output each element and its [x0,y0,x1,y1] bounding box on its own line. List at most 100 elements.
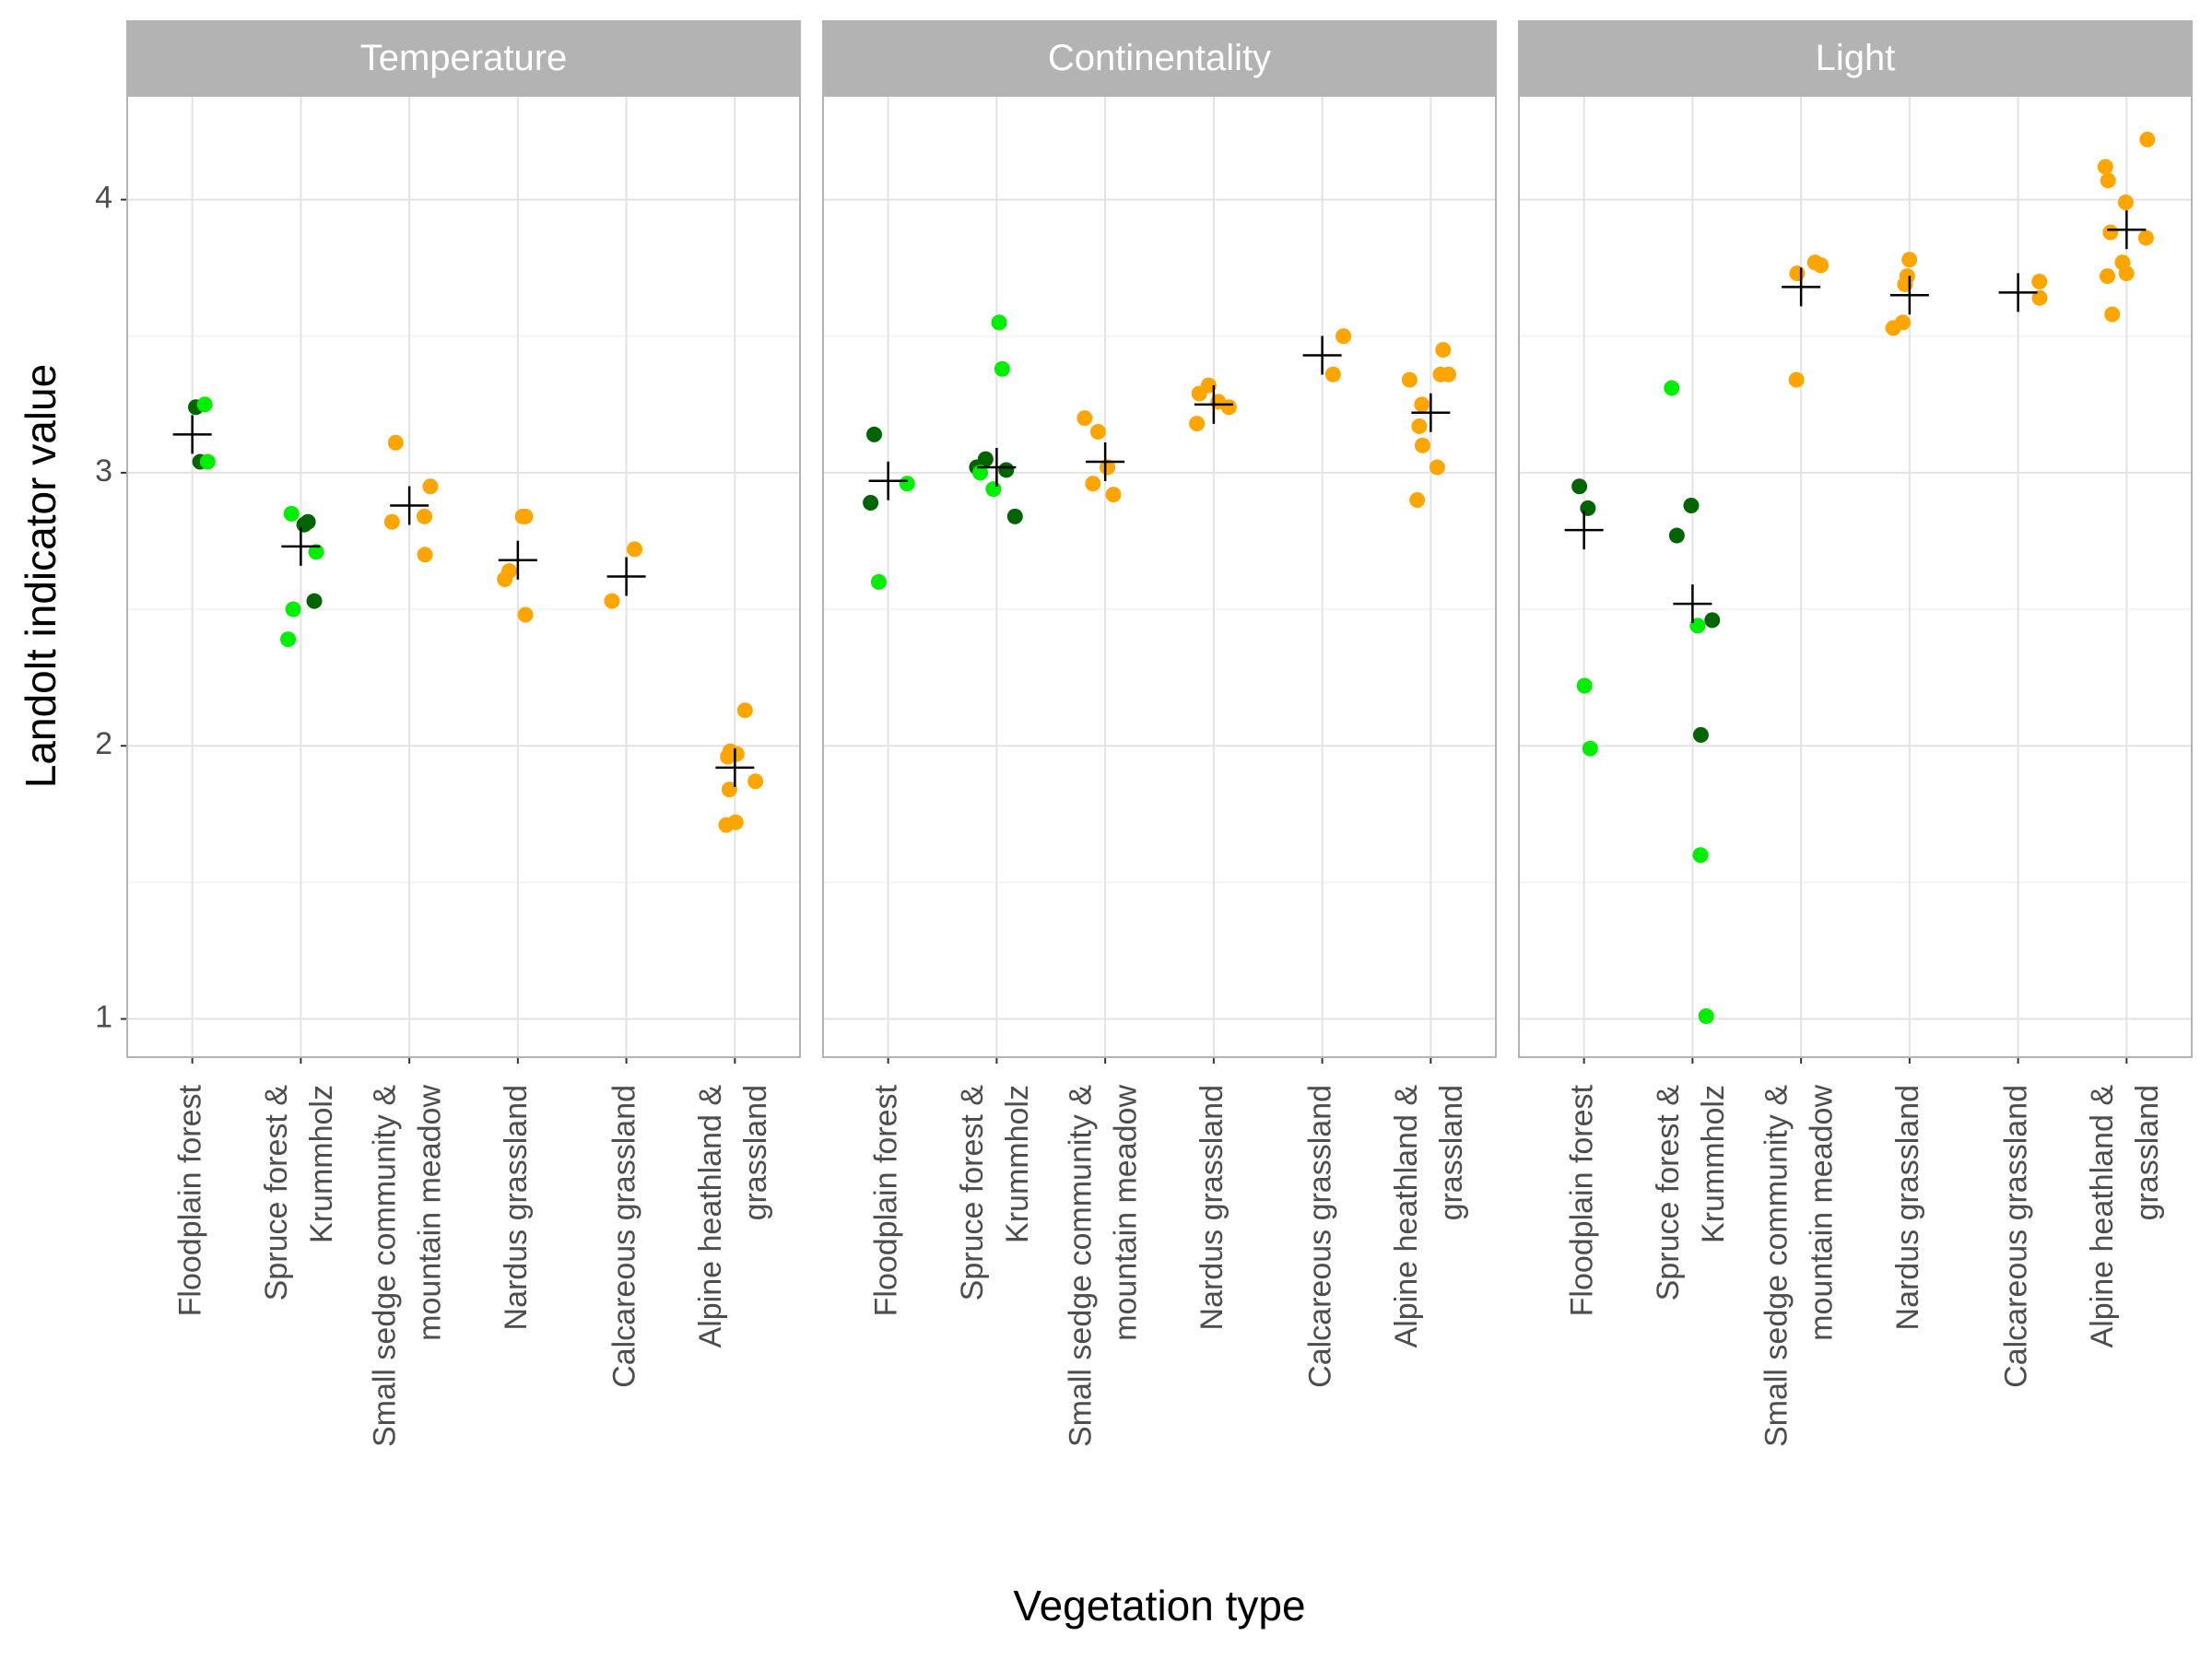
mean-cross [715,747,755,787]
point [2102,224,2119,241]
x-tick-label: Alpine heathland & grassland [2085,1085,2165,1348]
point [1105,487,1122,503]
point [1689,618,1706,634]
y-tick-label: 4 [95,181,112,216]
point [1704,612,1721,629]
mean-cross [498,540,537,580]
x-tick-label-line: mountain meadow [1109,1085,1144,1341]
point [1189,416,1206,432]
mean-cross [977,447,1017,487]
mean-cross [390,486,429,525]
point [2031,273,2048,289]
mean-cross [172,415,212,454]
x-tick-label: Floodplain forest [869,1084,904,1316]
panel-background [1519,96,2192,1057]
point [2100,268,2116,285]
mean-cross [868,461,908,500]
point [1429,459,1445,476]
point [866,426,883,442]
point [422,478,439,495]
point [1335,328,1352,345]
mean-cross [1086,442,1125,482]
point [604,593,620,609]
y-tick-label: 3 [95,453,112,488]
point [1571,478,1588,495]
x-tick-label-line: grassland [1434,1085,1469,1220]
x-tick-label: Spruce forest & Krummholz [259,1085,339,1301]
mean-cross [606,557,646,596]
point [280,631,297,648]
point [2137,229,2154,246]
point [2100,172,2116,189]
panel-background [127,96,800,1057]
x-tick-label: Calcareous grassland [1303,1085,1338,1388]
point [387,434,404,451]
facet-panel: Temperature Floodplain forest Spruce fores… [126,20,801,1447]
point [285,601,301,618]
point [1220,399,1237,416]
x-tick-label: Calcareous grassland [1999,1085,2034,1388]
point [1414,437,1430,453]
point [517,508,534,524]
point [1668,527,1685,544]
point [517,606,534,623]
x-tick-label: Floodplain forest [1565,1084,1600,1316]
x-tick-label-line: Spruce forest & [259,1085,294,1301]
point [1089,423,1106,440]
panel-border [126,95,801,1058]
point [1414,396,1430,413]
x-tick-label-line: Floodplain forest [173,1084,208,1316]
point [718,817,735,833]
x-tick-label-line: Small sedge community & [1064,1085,1099,1447]
mean-cross [1998,273,2038,312]
strip-background [1518,20,2193,97]
mean-cross [1889,276,1929,315]
mean-cross [1564,511,1604,550]
x-tick-label-line: Calcareous grassland [607,1085,642,1388]
point [721,782,737,798]
strip-title: Continentality [1048,38,1271,78]
x-tick-label-line: Spruce forest & [955,1085,990,1301]
point [994,360,1010,377]
x-tick-label: Small sedge community & mountain meadow [1759,1085,1840,1447]
x-tick-label-line: Calcareous grassland [1999,1085,2034,1388]
x-tick-label-line: mountain meadow [413,1085,448,1341]
mean-cross [281,526,321,566]
y-tick-label: 2 [95,726,112,761]
point [1788,371,1805,388]
x-tick-label-line: Small sedge community & [368,1085,403,1447]
point [1006,508,1023,524]
x-tick-label-line: Nardus grassland [1890,1085,1925,1330]
point [1411,418,1428,435]
point [2104,306,2121,323]
point [1085,476,1101,492]
x-tick-label: Floodplain forest [173,1084,208,1316]
point [497,571,513,587]
point [998,462,1015,478]
mean-cross [1302,335,1342,375]
mean-cross [1194,384,1233,424]
point [1582,740,1598,757]
point [2031,289,2048,306]
y-axis-title: Landolt indicator value [17,364,65,788]
point [1580,500,1596,516]
x-tick-label-line: Alpine heathland & [693,1085,728,1348]
point [1324,366,1341,382]
facet-panel: Light Floodplain forest Spruce forest & Kru… [1518,20,2193,1447]
point [1885,320,1901,336]
point [306,593,323,609]
point [863,494,879,511]
mean-cross [1673,584,1712,624]
x-tick-label: Small sedge community & mountain meadow [368,1085,448,1447]
point [985,481,1002,498]
x-tick-label: Nardus grassland [1890,1085,1925,1330]
x-tick-label-line: Spruce forest & [1651,1085,1686,1301]
x-tick-label-line: Floodplain forest [869,1084,904,1316]
point [991,314,1007,331]
strip-title: Light [1816,38,1896,78]
point [2097,159,2113,175]
x-tick-label-line: Nardus grassland [1194,1085,1230,1330]
x-tick-label-line: mountain meadow [1805,1085,1840,1341]
